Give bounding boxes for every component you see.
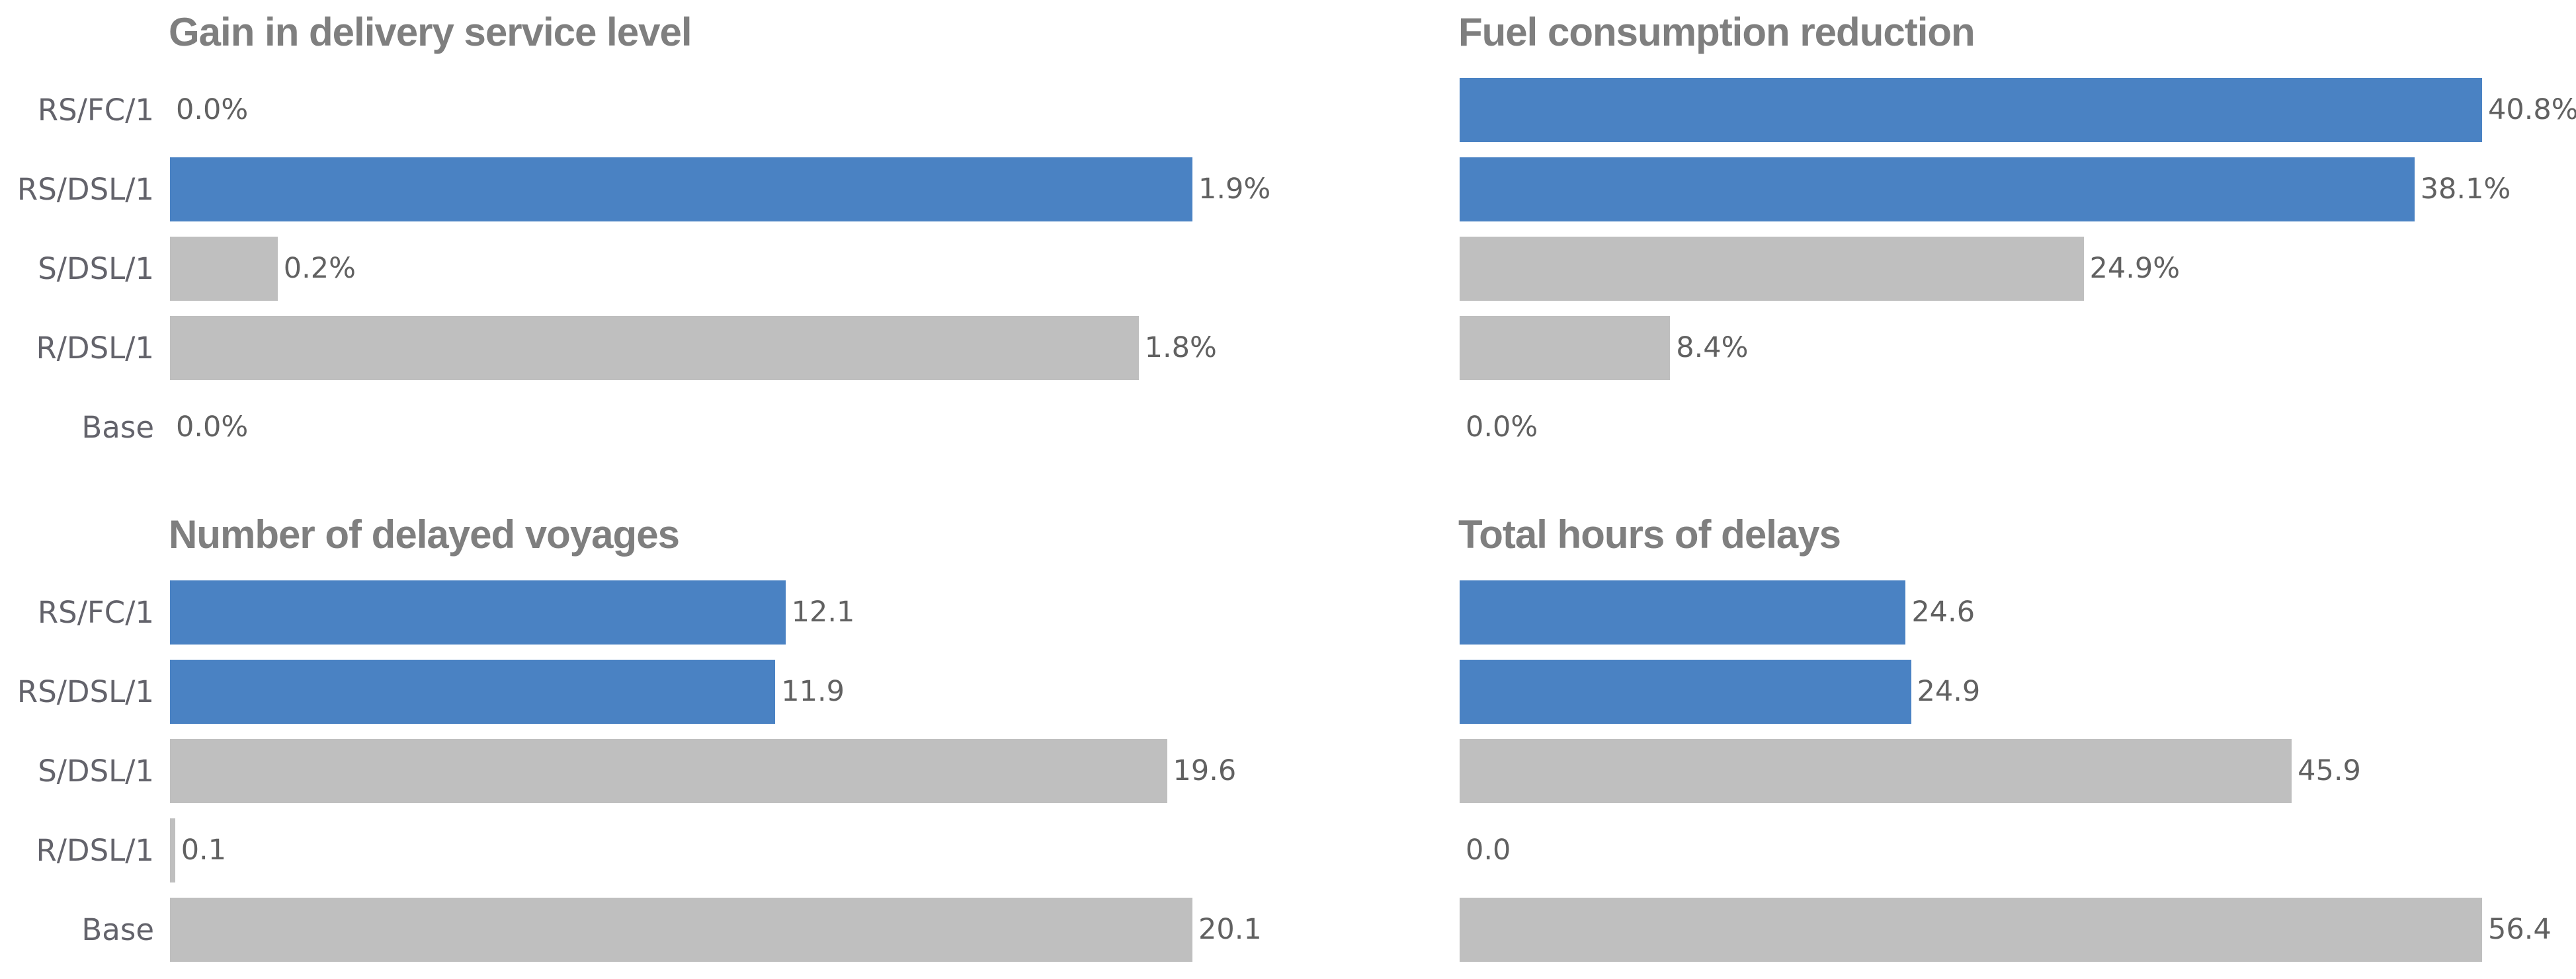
category-label: R/DSL/1	[36, 832, 154, 868]
bar	[170, 818, 175, 882]
bar-track: 0.0%	[170, 70, 1290, 149]
bar-track: 56.4	[1460, 890, 2576, 969]
bar-row: 38.1%	[1290, 149, 2576, 229]
bar	[1460, 580, 1906, 645]
category-label: Base	[81, 912, 154, 947]
chart-gain-in-delivery-service-level: Gain in delivery service level RS/FC/1 0…	[0, 0, 1290, 489]
category-label: S/DSL/1	[38, 753, 154, 789]
value-label: 24.6	[1911, 596, 1975, 629]
bar-row: 0.0	[1290, 810, 2576, 890]
bar-track: 38.1%	[1460, 149, 2576, 229]
bar-row: 56.4	[1290, 890, 2576, 969]
bar-row: R/DSL/1 1.8%	[0, 308, 1290, 387]
value-label: 45.9	[2298, 754, 2361, 787]
value-label: 40.8%	[2488, 93, 2576, 126]
bar-track: 24.6	[1460, 572, 2576, 652]
category-label: S/DSL/1	[38, 251, 154, 286]
bar-row: S/DSL/1 0.2%	[0, 229, 1290, 308]
value-label: 1.9%	[1198, 173, 1271, 206]
bar-row: RS/FC/1 0.0%	[0, 70, 1290, 149]
value-label: 24.9%	[2089, 252, 2181, 285]
bar-track: 11.9	[170, 652, 1290, 731]
value-label: 0.0	[1466, 834, 1511, 867]
chart-title: Fuel consumption reduction	[1458, 10, 1975, 54]
bar-row: RS/DSL/1 11.9	[0, 652, 1290, 731]
value-label: 12.1	[791, 596, 855, 629]
bar	[1460, 157, 2415, 221]
bar-row: 45.9	[1290, 731, 2576, 810]
chart-title: Number of delayed voyages	[169, 512, 680, 557]
value-label: 0.0%	[176, 411, 249, 444]
bar-row: RS/DSL/1 1.9%	[0, 149, 1290, 229]
bar	[170, 157, 1192, 221]
bar-rows: RS/FC/1 12.1 RS/DSL/1 11.9 S/DSL/1 19.6	[0, 572, 1290, 969]
chart-number-of-delayed-voyages: Number of delayed voyages RS/FC/1 12.1 R…	[0, 489, 1290, 979]
value-label: 8.4%	[1676, 331, 1749, 364]
chart-title: Gain in delivery service level	[169, 10, 692, 54]
value-label: 0.1	[181, 834, 227, 867]
bar-track: 8.4%	[1460, 308, 2576, 387]
bar-row: 40.8%	[1290, 70, 2576, 149]
bar-rows: 40.8% 38.1% 24.9%	[1290, 70, 2576, 467]
bar	[1460, 315, 1671, 380]
value-label: 19.6	[1173, 754, 1237, 787]
bar	[170, 738, 1167, 803]
bar-track: 45.9	[1460, 731, 2576, 810]
value-label: 0.2%	[283, 252, 356, 285]
bar	[1460, 897, 2482, 962]
bar-row: S/DSL/1 19.6	[0, 731, 1290, 810]
bar-track: 0.1	[170, 810, 1290, 890]
bar-row: 8.4%	[1290, 308, 2576, 387]
chart-fuel-consumption-reduction: Fuel consumption reduction 40.8% 38.1%	[1290, 0, 2576, 489]
value-label: 56.4	[2488, 913, 2552, 946]
bar	[170, 236, 278, 301]
bar-track: 0.2%	[170, 229, 1290, 308]
value-label: 11.9	[781, 675, 845, 708]
category-label: RS/FC/1	[37, 594, 154, 630]
category-label: RS/FC/1	[37, 92, 154, 128]
bar-row: Base 0.0%	[0, 387, 1290, 467]
bar-track: 20.1	[170, 890, 1290, 969]
value-label: 1.8%	[1144, 331, 1217, 364]
category-label: RS/DSL/1	[17, 674, 154, 709]
value-label: 38.1%	[2420, 173, 2511, 206]
bar	[170, 315, 1139, 380]
bar-row: Base 20.1	[0, 890, 1290, 969]
bar-row: 24.9%	[1290, 229, 2576, 308]
bar-track: 0.0	[1460, 810, 2576, 890]
value-label: 24.9	[1917, 675, 1981, 708]
bar-row: RS/FC/1 12.1	[0, 572, 1290, 652]
bar-track: 24.9	[1460, 652, 2576, 731]
bar	[1460, 659, 1911, 724]
bar-rows: RS/FC/1 0.0% RS/DSL/1 1.9% S/DSL/1 0.2%	[0, 70, 1290, 467]
bar	[1460, 738, 2292, 803]
bar-track: 0.0%	[170, 387, 1290, 467]
bar	[170, 580, 786, 645]
bar	[170, 659, 776, 724]
value-label: 20.1	[1198, 913, 1262, 946]
bar-track: 1.8%	[170, 308, 1290, 387]
bar-row: 24.6	[1290, 572, 2576, 652]
chart-total-hours-of-delays: Total hours of delays 24.6 24.9	[1290, 489, 2576, 979]
bar-rows: 24.6 24.9 45.9	[1290, 572, 2576, 969]
category-label: RS/DSL/1	[17, 171, 154, 207]
bar-track: 24.9%	[1460, 229, 2576, 308]
bar-row: 0.0%	[1290, 387, 2576, 467]
bar	[1460, 236, 2084, 301]
value-label: 0.0%	[176, 93, 249, 126]
bar-track: 0.0%	[1460, 387, 2576, 467]
bar-row: 24.9	[1290, 652, 2576, 731]
bar-track: 1.9%	[170, 149, 1290, 229]
bar	[170, 897, 1192, 962]
category-label: R/DSL/1	[36, 330, 154, 366]
bar-track: 19.6	[170, 731, 1290, 810]
chart-title: Total hours of delays	[1458, 512, 1841, 557]
bar-row: R/DSL/1 0.1	[0, 810, 1290, 890]
bar-track: 40.8%	[1460, 70, 2576, 149]
value-label: 0.0%	[1466, 411, 1538, 444]
bar-track: 12.1	[170, 572, 1290, 652]
bar	[1460, 77, 2482, 142]
category-label: Base	[81, 409, 154, 445]
